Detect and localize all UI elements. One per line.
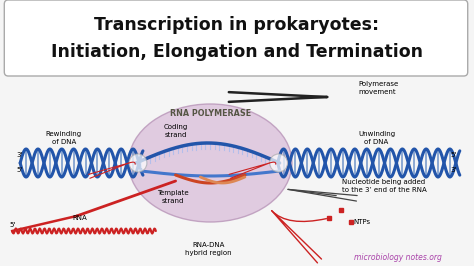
Text: 5': 5' [9,222,15,228]
FancyBboxPatch shape [4,0,468,76]
Text: microbiology notes.org: microbiology notes.org [355,253,442,263]
Text: Transcription in prokaryotes:: Transcription in prokaryotes: [94,16,380,34]
Text: NTPs: NTPs [354,219,371,225]
Text: Polymerase
movement: Polymerase movement [359,81,399,95]
Text: RNA: RNA [72,215,87,221]
Ellipse shape [128,104,292,222]
Circle shape [129,154,147,172]
Text: 3': 3' [16,152,22,158]
Text: 3': 3' [451,167,457,173]
Text: Coding
strand: Coding strand [164,124,188,138]
Text: Rewinding
of DNA: Rewinding of DNA [46,131,82,145]
Text: Template
strand: Template strand [157,190,189,204]
Text: RNA-DNA
hybrid region: RNA-DNA hybrid region [185,242,232,256]
Text: 5': 5' [451,152,457,158]
Text: Initiation, Elongation and Termination: Initiation, Elongation and Termination [51,43,423,61]
Text: Unwinding
of DNA: Unwinding of DNA [358,131,395,145]
Circle shape [270,154,288,172]
Text: RNA POLYMERASE: RNA POLYMERASE [170,109,251,118]
Text: 5': 5' [16,167,22,173]
Text: Nucleotide being added
to the 3’ end of the RNA: Nucleotide being added to the 3’ end of … [342,179,427,193]
